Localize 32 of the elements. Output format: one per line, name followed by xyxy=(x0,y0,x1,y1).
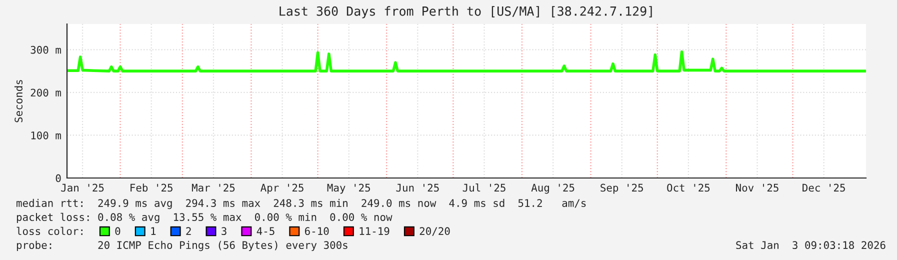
x-tick-label: Mar '25 xyxy=(192,184,235,192)
legend-label: 3 xyxy=(222,227,226,236)
text: Sat Jan 3 09:03:18 2026 xyxy=(736,241,886,250)
legend-label: 0 xyxy=(115,227,120,236)
x-tick-label: Oct '25 xyxy=(667,184,710,192)
x-tick-label: Jul '25 xyxy=(462,184,506,192)
y-tick-label: 200 m xyxy=(30,88,61,97)
x-tick-label: Jan '25 xyxy=(61,184,104,192)
chart-title: Last 360 Days from Perth to [US/MA] [38.242.7.129] xyxy=(280,6,652,18)
x-tick-label: Aug '25 xyxy=(531,184,574,194)
x-tick-label: Dec '25 xyxy=(802,184,845,192)
text: probe: 20 ICMP Echo Pings (56 Bytes) every 300s xyxy=(16,240,348,252)
x-tick-label: Sep '25 xyxy=(600,184,643,194)
legend-label: 4-5 xyxy=(256,227,274,236)
x-tick-label: Jun '25 xyxy=(396,184,439,192)
legend-title: loss color: xyxy=(16,226,82,236)
x-tick-label: Apr '25 xyxy=(260,184,304,194)
x-tick-label: May '25 xyxy=(327,184,370,194)
legend-label: 6-10 xyxy=(304,227,329,236)
x-tick-label: Feb '25 xyxy=(130,184,172,192)
text: packet loss: 0.08 % avg 13.55 % max 0.00 % min 0.00 % now xyxy=(16,212,392,224)
legend-label: 20/20 xyxy=(420,227,450,236)
text: median rtt: 249.9 ms avg 294.3 ms max 248.3 ms min 249.0 ms now 4.9 ms sd 51.2 am/s xyxy=(16,198,586,210)
legend-label: 1 xyxy=(151,227,156,235)
y-tick-label: 300 m xyxy=(30,46,61,54)
x-tick-label: Nov '25 xyxy=(736,184,778,192)
line-series xyxy=(67,50,866,72)
legend-label: 11-19 xyxy=(360,227,390,236)
y-axis-title: Seconds xyxy=(14,80,23,122)
y-tick-label: 100 m xyxy=(31,131,61,140)
legend-label: 2 xyxy=(186,227,191,235)
y-tick-label: 0 xyxy=(56,174,61,182)
